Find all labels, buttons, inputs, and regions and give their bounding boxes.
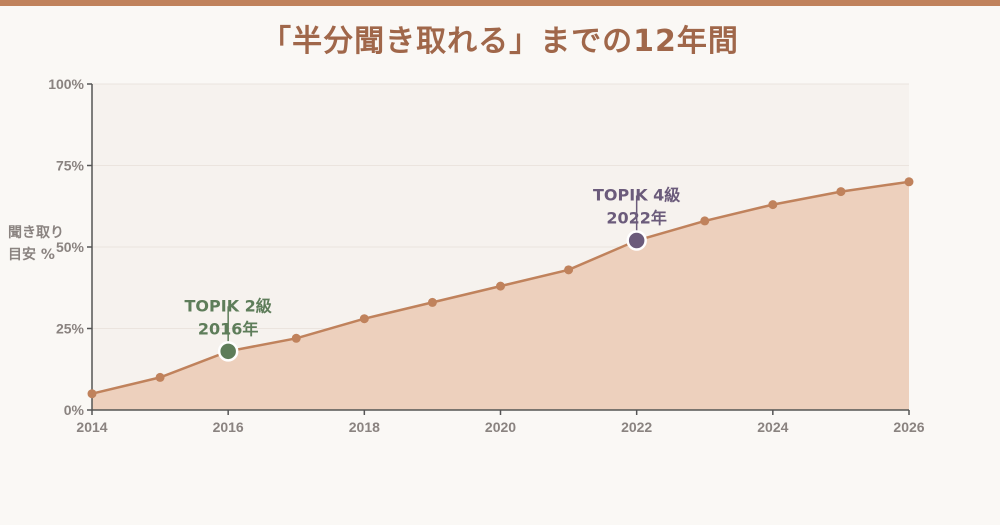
y-tick-label: 50% [56,239,85,255]
milestone-label-line-2: 2016年 [198,319,259,338]
data-point-2017 [291,333,301,343]
data-points [87,177,914,399]
milestone-label-line-1: TOPIK 4級 [593,185,680,204]
area-fill [92,181,909,410]
x-tick-label: 2020 [485,419,516,435]
data-point-2023 [700,216,710,226]
data-point-2014 [87,389,97,399]
tick-labels: 0% 25% 50% 75% 100% 2014 2016 2018 2020 2022 2024 2… [48,76,925,435]
axes [87,83,910,415]
top-accent-bar [0,0,1000,6]
milestone-annotations: TOPIK 2級 2016年 TOPIK 4級 2022年 [185,185,680,362]
data-point-2024 [768,200,778,210]
data-point-2025 [836,187,846,197]
x-tick-label: 2024 [757,419,788,435]
y-tick-label: 25% [56,321,85,337]
milestone-label-line-1: TOPIK 2級 [185,296,272,315]
y-axis-label: 聞き取り 目安 % [8,222,64,266]
data-point-2020 [496,281,505,291]
data-point-2021 [564,265,574,275]
x-tick-label: 2018 [349,419,380,435]
x-tick-label: 2022 [621,419,652,435]
data-point-2019 [427,297,437,307]
y-tick-label: 100% [48,76,84,92]
data-point-2015 [155,372,165,382]
milestone-point-2022 [626,230,647,251]
x-tick-label: 2026 [893,419,924,435]
y-tick-label: 0% [64,402,85,418]
data-point-2026 [904,177,914,187]
y-axis-label-line-2: 目安 % [8,247,55,263]
x-tick-label: 2016 [213,419,244,435]
x-tick-label: 2014 [76,419,107,435]
milestone-point-2016 [217,341,239,362]
y-axis-label-line-1: 聞き取り [8,225,64,241]
chart-title: 「半分聞き取れる」までの12年間 [261,24,739,59]
data-point-2018 [359,314,369,324]
milestone-label-line-2: 2022年 [606,208,667,227]
y-tick-label: 75% [56,158,85,174]
